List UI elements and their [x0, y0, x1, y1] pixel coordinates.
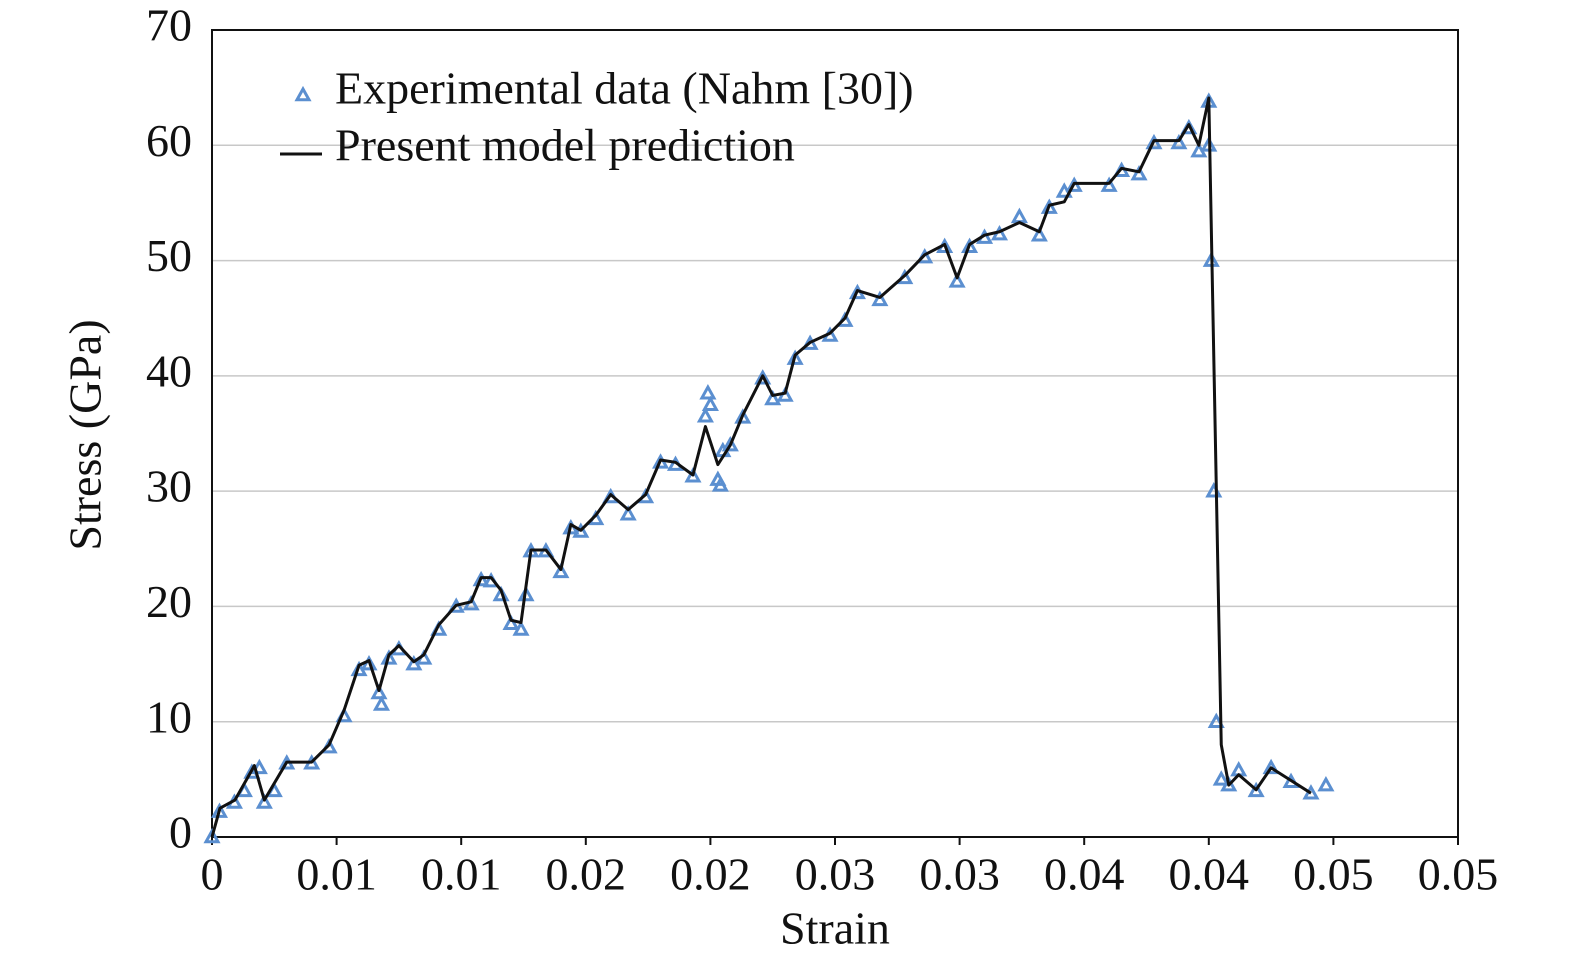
data-point	[721, 435, 739, 452]
y-tick-label: 0	[169, 807, 192, 858]
y-tick-label: 70	[146, 0, 192, 51]
data-point	[1030, 226, 1048, 242]
data-point	[684, 467, 702, 483]
data-point	[1220, 776, 1238, 792]
x-tick-label: 0.02	[546, 849, 627, 900]
data-point	[492, 585, 510, 602]
data-point	[1040, 198, 1058, 214]
data-point	[380, 649, 398, 665]
data-point	[370, 683, 388, 700]
x-tick-label: 0.01	[421, 849, 502, 900]
y-tick-label: 10	[146, 691, 192, 742]
data-point	[701, 395, 719, 411]
data-point	[203, 827, 221, 844]
data-point	[764, 389, 782, 406]
data-point	[502, 614, 520, 631]
legend-marker	[294, 85, 312, 102]
data-point	[696, 407, 714, 423]
data-point	[1145, 133, 1163, 150]
data-point	[1207, 712, 1225, 729]
x-tick-label: 0	[201, 849, 224, 900]
y-axis-label: Stress (GPa)	[60, 319, 111, 550]
data-point	[372, 695, 391, 711]
plot-frame	[211, 29, 1459, 838]
data-point	[517, 585, 535, 602]
data-point	[1262, 758, 1280, 775]
data-point	[786, 349, 804, 365]
data-point	[1212, 770, 1230, 786]
y-tick-label: 40	[146, 345, 192, 396]
x-tick-label: 0.02	[670, 849, 751, 900]
data-point	[961, 237, 979, 254]
x-axis-label: Strain	[780, 903, 890, 954]
data-point	[255, 793, 273, 809]
data-point	[1247, 781, 1265, 798]
data-point	[512, 620, 530, 636]
data-point	[552, 562, 570, 579]
y-tick-label: 60	[146, 115, 192, 166]
data-point	[699, 384, 717, 400]
data-point	[1065, 176, 1083, 192]
x-tick-label: 0.01	[296, 849, 377, 900]
data-point	[1130, 165, 1148, 181]
data-point	[1010, 207, 1028, 224]
x-tick-label: 0.04	[1044, 849, 1125, 900]
y-tick-label: 50	[146, 230, 192, 281]
data-point	[1317, 776, 1335, 792]
data-point	[871, 290, 889, 307]
x-tick-label: 0.03	[795, 849, 876, 900]
data-point	[1170, 133, 1188, 150]
x-tick-label: 0.04	[1169, 849, 1250, 900]
data-point	[472, 570, 490, 587]
data-line	[210, 96, 1312, 838]
data-point	[711, 476, 729, 492]
x-tick-label: 0.03	[919, 849, 1000, 900]
data-point	[948, 272, 966, 288]
data-point	[210, 802, 229, 818]
data-point	[754, 369, 772, 385]
x-tick-label: 0.05	[1293, 849, 1374, 900]
data-point	[801, 334, 819, 350]
data-point	[572, 522, 590, 538]
x-tick-label: 0.05	[1418, 849, 1499, 900]
data-point	[734, 408, 752, 424]
data-point	[619, 505, 637, 521]
legend-label: Experimental data (Nahm [30])	[335, 63, 914, 114]
y-tick-label: 30	[146, 461, 192, 512]
y-tick-label: 20	[146, 576, 192, 627]
data-point	[1100, 176, 1118, 192]
legend-label: Present model prediction	[335, 120, 795, 171]
